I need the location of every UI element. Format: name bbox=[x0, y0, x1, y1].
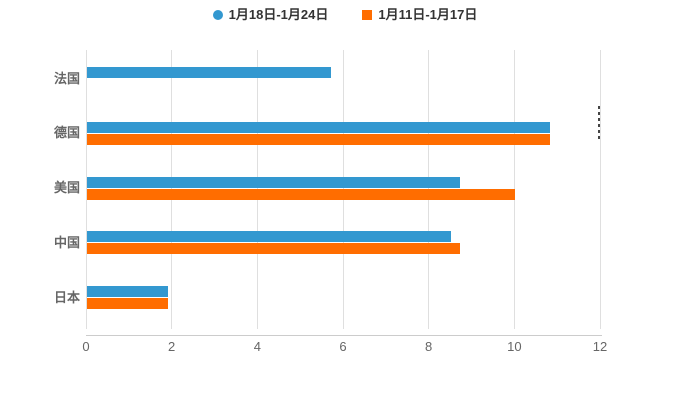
legend: 1月18日-1月24日 1月11日-1月17日 bbox=[0, 6, 690, 24]
y-category-label: 日本 bbox=[53, 289, 80, 305]
y-category-label: 德国 bbox=[53, 125, 80, 141]
bar-美国-series0[interactable] bbox=[87, 176, 460, 188]
x-tick-label: 12 bbox=[592, 339, 608, 354]
square-marker-icon bbox=[362, 10, 373, 20]
legend-label: 1月11日-1月17日 bbox=[378, 7, 478, 22]
legend-label: 1月18日-1月24日 bbox=[228, 7, 329, 22]
x-tick-label: 2 bbox=[168, 339, 176, 354]
x-tick-label: 0 bbox=[82, 339, 90, 354]
x-tick-label: 4 bbox=[253, 339, 261, 354]
bar-法国-series0[interactable] bbox=[87, 67, 332, 78]
circle-marker-icon bbox=[212, 10, 223, 20]
legend-item-week1[interactable]: 1月11日-1月17日 bbox=[362, 6, 477, 24]
x-tick-label: 8 bbox=[425, 339, 433, 354]
plot-area bbox=[85, 50, 601, 329]
bar-日本-series0[interactable] bbox=[87, 286, 169, 297]
x-tick-label: 6 bbox=[339, 339, 347, 354]
dashed-marker bbox=[598, 106, 600, 140]
x-tick-label: 10 bbox=[507, 339, 522, 354]
bar-德国-series0[interactable] bbox=[87, 121, 550, 133]
legend-item-week2[interactable]: 1月18日-1月24日 bbox=[212, 6, 329, 24]
y-category-label: 法国 bbox=[53, 70, 80, 86]
y-category-label: 美国 bbox=[53, 180, 80, 195]
bar-中国-series0[interactable] bbox=[87, 231, 452, 243]
x-axis-line bbox=[86, 335, 602, 336]
bar-中国-series1[interactable] bbox=[87, 243, 460, 255]
gridline bbox=[85, 50, 87, 329]
gridline bbox=[599, 50, 601, 329]
y-category-label: 中国 bbox=[53, 234, 80, 250]
bar-日本-series1[interactable] bbox=[87, 298, 169, 309]
bar-美国-series1[interactable] bbox=[87, 188, 516, 200]
bar-德国-series1[interactable] bbox=[87, 133, 550, 145]
